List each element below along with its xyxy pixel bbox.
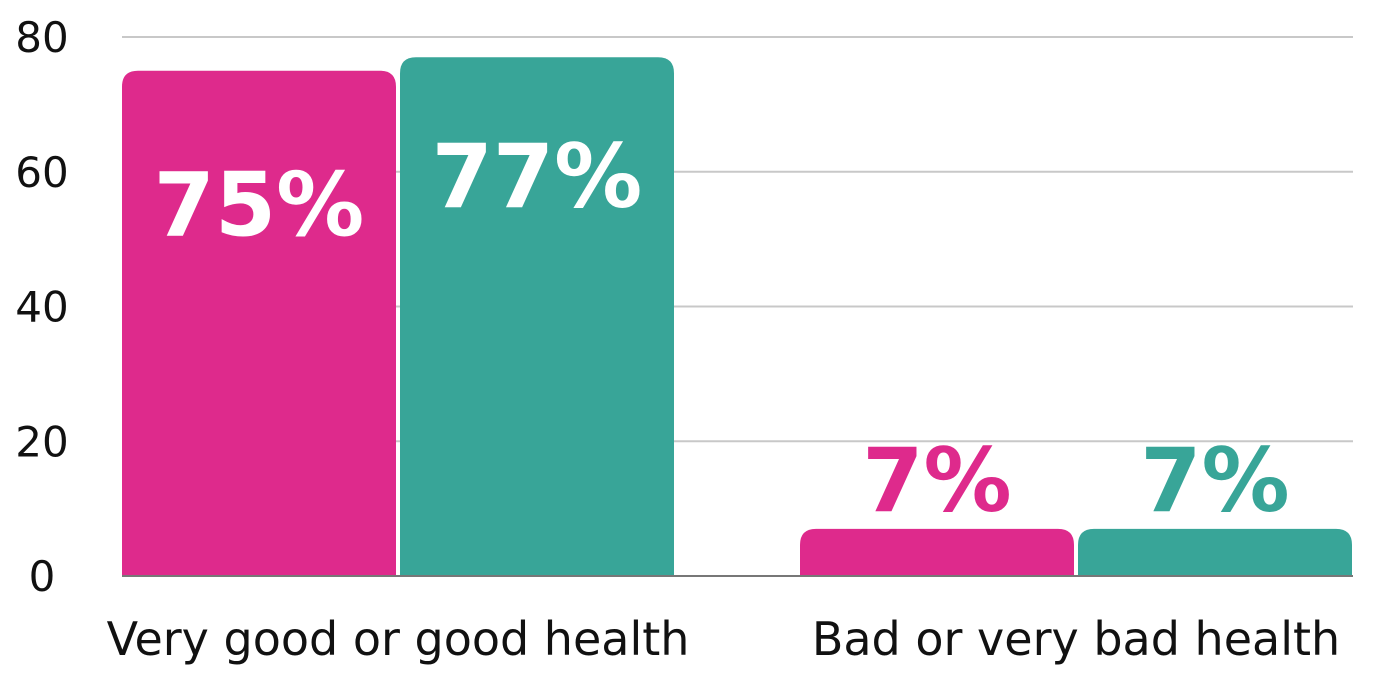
data-labels: 75% 77% 7% 7% bbox=[154, 125, 1290, 532]
y-tick-label: 80 bbox=[15, 13, 68, 62]
y-tick-label: 60 bbox=[15, 148, 68, 197]
y-tick-label: 20 bbox=[15, 417, 68, 466]
x-category-label: Bad or very bad health bbox=[812, 612, 1340, 666]
bar-series2-cat1 bbox=[400, 57, 674, 576]
y-tick-label: 0 bbox=[29, 552, 56, 601]
data-label-series2-cat1: 77% bbox=[432, 125, 643, 228]
bar-series1-cat2 bbox=[800, 528, 1074, 576]
y-tick-label: 40 bbox=[15, 283, 68, 332]
data-label-series1-cat1: 75% bbox=[154, 154, 365, 257]
bar-series1-cat1 bbox=[122, 70, 396, 576]
bar-series2-cat2 bbox=[1078, 528, 1352, 576]
data-label-series1-cat2: 7% bbox=[862, 429, 1011, 532]
axes: 0 20 40 60 80 Very good or good health Bad or … bbox=[15, 13, 1353, 666]
data-label-series2-cat2: 7% bbox=[1140, 429, 1289, 532]
x-category-label: Very good or good health bbox=[107, 612, 690, 666]
bars bbox=[122, 57, 1352, 576]
